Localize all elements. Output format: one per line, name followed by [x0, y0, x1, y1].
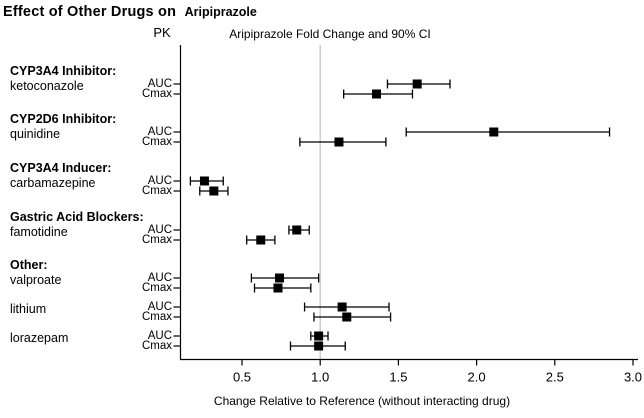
drug-name-label: carbamazepine [10, 176, 96, 190]
point-estimate-marker [372, 89, 382, 99]
drug-name-label: lithium [10, 302, 47, 316]
category-label: Other: [10, 258, 48, 272]
x-tick-label: 1.0 [311, 370, 329, 385]
point-estimate-marker [314, 341, 324, 351]
x-tick-label: 2.0 [468, 370, 486, 385]
pk-row-label: AUC [147, 126, 172, 138]
point-estimate-marker [412, 79, 422, 89]
pk-row-label: AUC [147, 175, 172, 187]
pk-row-label: Cmax [141, 340, 172, 352]
category-label: CYP2D6 Inhibitor: [10, 112, 117, 126]
pk-row-label: AUC [147, 78, 172, 90]
point-estimate-marker [314, 331, 324, 341]
drug-name-label: ketoconazole [10, 79, 84, 93]
figure-title-drug: Aripiprazole [184, 5, 257, 19]
drug-name-label: quinidine [10, 127, 61, 141]
pk-row-label: Cmax [141, 185, 172, 197]
pk-row-label: AUC [147, 224, 172, 236]
category-label: CYP3A4 Inhibitor: [10, 64, 117, 78]
point-estimate-marker [209, 186, 219, 196]
point-estimate-marker [342, 312, 352, 322]
pk-row-label: Cmax [141, 311, 172, 323]
drug-name-label: lorazepam [10, 331, 69, 345]
category-label: CYP3A4 Inducer: [10, 161, 112, 175]
point-estimate-marker [199, 176, 209, 186]
point-estimate-marker [292, 225, 302, 235]
pk-row-label: Cmax [141, 282, 172, 294]
point-estimate-marker [275, 273, 285, 283]
point-estimate-marker [256, 235, 266, 245]
x-tick-label: 3.0 [624, 370, 642, 385]
pk-row-label: AUC [147, 272, 172, 284]
figure-title-main: Effect of Other Drugs on [3, 4, 177, 20]
point-estimate-marker [334, 137, 344, 147]
x-axis-title: Change Relative to Reference (without in… [213, 394, 511, 408]
x-tick-label: 0.5 [233, 370, 251, 385]
category-label: Gastric Acid Blockers: [10, 210, 144, 224]
point-estimate-marker [273, 283, 283, 293]
drug-name-label: valproate [10, 273, 62, 287]
pk-row-label: Cmax [141, 234, 172, 246]
pk-row-label: AUC [147, 301, 172, 313]
drug-name-label: famotidine [10, 225, 68, 239]
point-estimate-marker [489, 127, 499, 137]
pk-column-header: PK [153, 25, 171, 40]
point-estimate-marker [337, 302, 347, 312]
pk-row-label: Cmax [141, 88, 172, 100]
x-tick-label: 1.5 [389, 370, 407, 385]
x-tick-label: 2.5 [546, 370, 564, 385]
plot-header: Aripiprazole Fold Change and 90% CI [229, 27, 431, 41]
pk-row-label: AUC [147, 330, 172, 342]
figure-title: Effect of Other Drugs on Aripiprazole [3, 3, 257, 21]
pk-row-label: Cmax [141, 136, 172, 148]
